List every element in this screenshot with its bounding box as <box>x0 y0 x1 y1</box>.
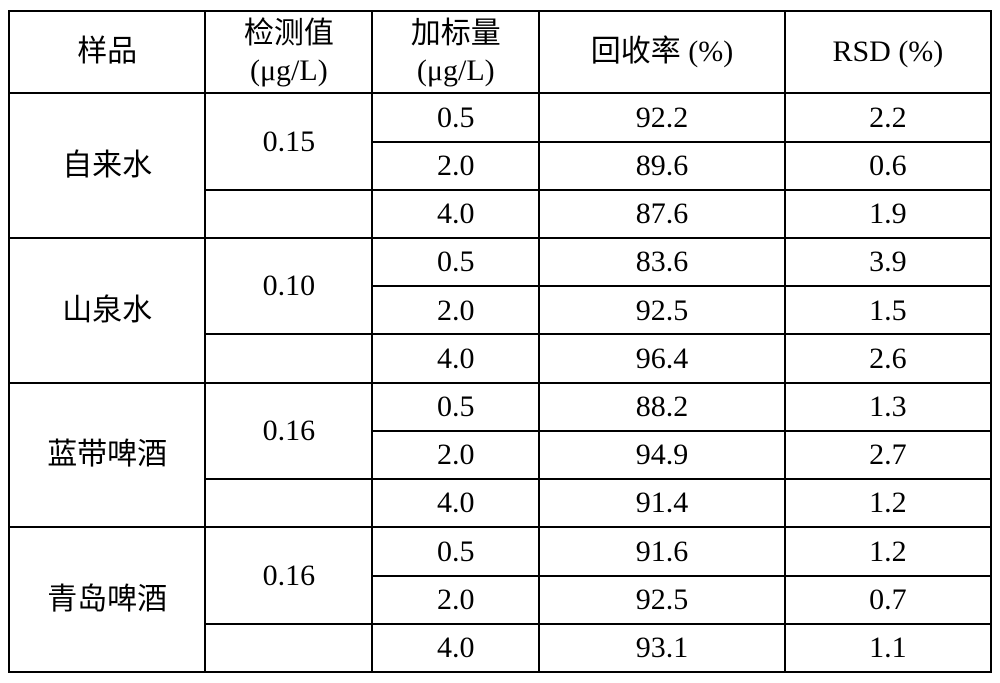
cell-sample: 自来水 <box>9 93 205 238</box>
cell-rsd: 1.5 <box>785 286 991 334</box>
cell-spike: 2.0 <box>372 576 539 624</box>
cell-rsd: 1.2 <box>785 527 991 575</box>
cell-rsd: 3.9 <box>785 238 991 286</box>
col-detected-l1: 检测值 <box>206 15 371 53</box>
cell-spike: 0.5 <box>372 93 539 141</box>
col-recovery: 回收率 (%) <box>539 11 785 93</box>
cell-recovery: 92.5 <box>539 576 785 624</box>
cell-detected: 0.16 <box>205 527 372 623</box>
cell-sample: 山泉水 <box>9 238 205 383</box>
cell-rsd: 0.6 <box>785 142 991 190</box>
col-sample: 样品 <box>9 11 205 93</box>
table-header-row: 样品 检测值 (μg/L) 加标量 (μg/L) 回收率 (%) RSD (%) <box>9 11 991 93</box>
cell-spike: 0.5 <box>372 238 539 286</box>
cell-detected: 0.15 <box>205 93 372 189</box>
col-detected-l2: (μg/L) <box>206 52 371 90</box>
cell-rsd: 1.2 <box>785 479 991 527</box>
cell-rsd: 2.6 <box>785 334 991 382</box>
col-spike-l1: 加标量 <box>373 15 538 53</box>
cell-sample: 蓝带啤酒 <box>9 383 205 528</box>
cell-spike: 4.0 <box>372 190 539 238</box>
cell-spike: 0.5 <box>372 383 539 431</box>
col-detected: 检测值 (μg/L) <box>205 11 372 93</box>
cell-recovery: 96.4 <box>539 334 785 382</box>
cell-recovery: 94.9 <box>539 431 785 479</box>
cell-spike: 2.0 <box>372 142 539 190</box>
cell-rsd: 1.1 <box>785 624 991 672</box>
cell-spike: 4.0 <box>372 334 539 382</box>
col-rsd: RSD (%) <box>785 11 991 93</box>
cell-recovery: 92.5 <box>539 286 785 334</box>
table-row: 山泉水 0.10 0.5 83.6 3.9 <box>9 238 991 286</box>
cell-detected-blank <box>205 624 372 672</box>
col-spike-l2: (μg/L) <box>373 52 538 90</box>
col-spike: 加标量 (μg/L) <box>372 11 539 93</box>
cell-recovery: 89.6 <box>539 142 785 190</box>
cell-recovery: 92.2 <box>539 93 785 141</box>
cell-detected-blank <box>205 479 372 527</box>
cell-recovery: 88.2 <box>539 383 785 431</box>
cell-recovery: 91.4 <box>539 479 785 527</box>
cell-recovery: 93.1 <box>539 624 785 672</box>
recovery-table: 样品 检测值 (μg/L) 加标量 (μg/L) 回收率 (%) RSD (%)… <box>8 10 992 673</box>
cell-detected: 0.10 <box>205 238 372 334</box>
cell-rsd: 1.3 <box>785 383 991 431</box>
cell-recovery: 87.6 <box>539 190 785 238</box>
cell-recovery: 91.6 <box>539 527 785 575</box>
cell-detected-blank <box>205 334 372 382</box>
table-row: 青岛啤酒 0.16 0.5 91.6 1.2 <box>9 527 991 575</box>
cell-spike: 2.0 <box>372 286 539 334</box>
cell-rsd: 2.7 <box>785 431 991 479</box>
cell-detected: 0.16 <box>205 383 372 479</box>
cell-recovery: 83.6 <box>539 238 785 286</box>
cell-detected-blank <box>205 190 372 238</box>
cell-spike: 2.0 <box>372 431 539 479</box>
cell-rsd: 2.2 <box>785 93 991 141</box>
cell-rsd: 0.7 <box>785 576 991 624</box>
table-row: 蓝带啤酒 0.16 0.5 88.2 1.3 <box>9 383 991 431</box>
cell-sample: 青岛啤酒 <box>9 527 205 672</box>
cell-spike: 4.0 <box>372 479 539 527</box>
table-row: 自来水 0.15 0.5 92.2 2.2 <box>9 93 991 141</box>
cell-rsd: 1.9 <box>785 190 991 238</box>
cell-spike: 0.5 <box>372 527 539 575</box>
cell-spike: 4.0 <box>372 624 539 672</box>
